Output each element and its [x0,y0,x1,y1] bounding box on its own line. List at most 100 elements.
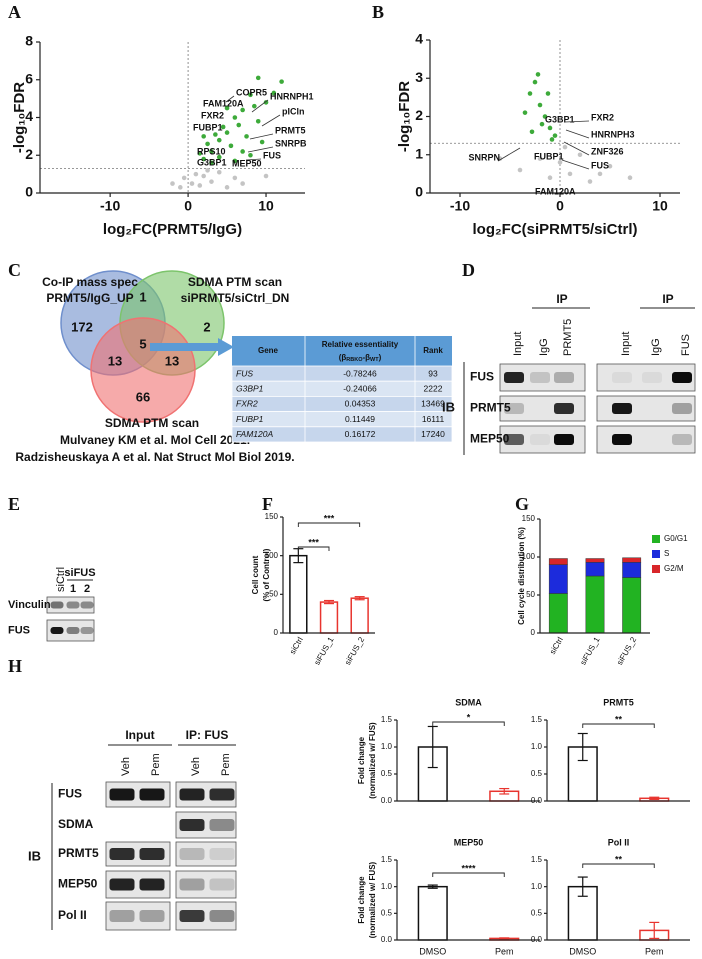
blot-band [554,403,574,414]
lane-label: IgG [650,338,662,356]
table-header: Relative essentiality [322,340,399,349]
gene-label: RPS10 [197,146,226,156]
venn-count: 2 [203,319,210,334]
y-tick-label: 0.0 [531,935,543,944]
table-cell: 93 [428,368,438,378]
x-tick-label: siCtrl [548,635,565,655]
lane-label: 1 [70,583,76,595]
point [567,171,573,177]
blot-band [50,627,64,634]
table-row-bg [231,365,453,382]
citation: Radzisheuskaya A et al. Nat Struct Mol B… [15,450,294,464]
error-bar [324,599,334,605]
point [497,156,503,161]
y-tick-label: 0 [274,628,279,637]
row-label: Pol II [58,908,87,922]
table-cell: 0.16172 [345,429,376,439]
table-cell: -0.24066 [343,383,377,393]
y-tick-label: 3 [415,69,423,85]
panel-label: H [8,656,22,676]
table-row-bg [231,380,453,397]
y-tick-label: 0.5 [531,769,543,778]
blot-band [139,848,165,860]
gene-label: HNRNPH3 [591,129,635,139]
point [597,171,603,177]
y-tick-label: 50 [526,590,535,599]
gene-label: SNRPB [275,138,307,148]
error-bar [649,796,660,800]
point [216,137,222,143]
x-tick-label: Pem [495,946,514,956]
y-tick-label: 1.0 [531,882,543,891]
bar-segment [548,558,568,565]
bar-segment [548,593,568,634]
point [522,110,528,115]
point [627,175,633,180]
venn-count: 13 [165,353,179,368]
legend-label: S [664,549,669,558]
blot-band [209,788,235,801]
bar-segment [622,562,642,578]
point [170,181,175,186]
point [209,179,214,184]
y-tick-label: 1.5 [531,855,543,864]
y-tick-label: 6 [25,70,33,86]
blot-band [672,372,692,383]
point [547,175,553,180]
gene-label: G3BP1 [545,114,575,124]
side-label: IB [28,848,41,863]
blot-band [554,372,574,383]
legend-label: G0/G1 [664,534,688,543]
blot-strip [46,619,95,642]
table-cell: FXR2 [236,399,258,409]
error-bar [427,725,438,769]
blot-band [209,819,235,831]
blot-band [209,910,235,922]
point [562,144,568,150]
row-label: MEP50 [58,877,98,891]
point [216,169,222,175]
group-label: siFUS [64,567,95,579]
venn-set [90,317,196,423]
table-row-bg [231,395,453,412]
x-tick-label: -10 [100,198,120,214]
y-tick-label: 0 [25,184,33,200]
blot-strip [46,596,95,614]
lane-label: PRMT5 [562,319,574,356]
panel-label: D [462,260,475,280]
blot-band [179,788,205,801]
formula-part: RBKO [346,357,363,363]
significance-bracket [297,546,330,551]
blot-band [612,434,632,445]
point [197,151,203,156]
venn-set-label: siPRMT5/siCtrl_DN [181,291,290,305]
gene-label: MEP50 [232,158,262,168]
point [259,139,265,145]
point [201,173,206,179]
y-axis-label: (normalized w/ FUS) [368,722,377,799]
point [535,72,541,77]
panel-label: A [8,2,21,22]
table-cell: FUS [236,368,253,378]
gene-label: FUBP1 [193,122,223,132]
group-label: Input [125,728,154,742]
bar-segment [622,557,642,563]
significance-label: * [467,712,471,722]
blot-band [209,848,235,860]
point [232,175,238,181]
y-axis-label: -log₁₀FDR [11,82,28,153]
point [539,121,545,127]
group-label: IP [556,292,567,306]
significance-bracket [297,522,361,527]
gene-label: FXR2 [201,110,224,120]
table-cell: 2222 [424,383,443,393]
blot-band [80,601,94,609]
point [552,133,558,138]
y-axis-label: Cell cycle distribution (%) [517,527,526,625]
bar-segment [585,575,605,634]
venn-count: 172 [71,319,93,334]
point [201,156,206,162]
point [248,92,253,98]
blot-band [139,788,165,801]
blot-band [530,434,550,445]
